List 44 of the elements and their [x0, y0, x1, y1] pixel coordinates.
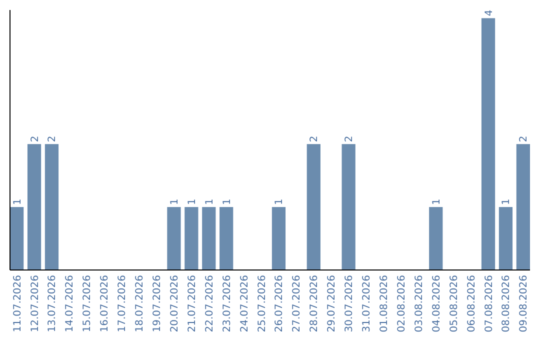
- x-tick-label: 24.07.2026: [239, 275, 250, 332]
- x-tick-label: 27.07.2026: [292, 275, 303, 332]
- x-tick-label: 16.07.2026: [100, 275, 111, 332]
- x-tick-label: 20.07.2026: [169, 275, 180, 332]
- data-label: 1: [274, 198, 286, 206]
- x-tick-label: 28.07.2026: [309, 275, 320, 332]
- x-tick-label: 22.07.2026: [204, 275, 216, 332]
- x-tick-label: 29.07.2026: [326, 275, 338, 332]
- x-tick-label: 21.07.2026: [186, 275, 198, 332]
- x-tick-label: 13.07.2026: [47, 275, 58, 332]
- x-tick-label: 25.07.2026: [256, 275, 268, 332]
- x-tick-label: 11.07.2026: [12, 275, 24, 332]
- x-tick-label: 14.07.2026: [64, 275, 76, 332]
- data-label: 1: [501, 198, 512, 206]
- data-label: 2: [47, 136, 58, 142]
- x-tick-label: 06.08.2026: [466, 275, 478, 332]
- x-tick-label: 30.07.2026: [344, 275, 356, 332]
- data-label: 2: [309, 136, 320, 142]
- x-tick-label: 02.08.2026: [396, 275, 408, 332]
- data-label: 1: [222, 198, 233, 206]
- data-label: 1: [186, 198, 198, 206]
- x-tick-label: 31.07.2026: [362, 275, 373, 332]
- x-tick-label: 09.08.2026: [518, 275, 530, 332]
- x-tick-label: 19.07.2026: [152, 275, 163, 332]
- x-tick-label: 07.08.2026: [484, 275, 495, 332]
- x-tick-label: 03.08.2026: [414, 275, 425, 332]
- x-tick-label: 01.08.2026: [379, 275, 390, 332]
- x-tick-label: 15.07.2026: [82, 275, 94, 332]
- data-label: 2: [518, 136, 530, 142]
- data-label: 1: [431, 198, 442, 206]
- x-tick-label: 18.07.2026: [134, 275, 146, 332]
- x-tick-label: 26.07.2026: [274, 275, 286, 332]
- data-label: 1: [169, 198, 180, 206]
- data-label: 1: [204, 198, 216, 206]
- x-tick-label: 12.07.2026: [30, 275, 41, 332]
- x-tick-label: 17.07.2026: [117, 275, 128, 332]
- data-label: 2: [30, 136, 41, 142]
- x-tick-label: 23.07.2026: [222, 275, 233, 332]
- x-tick-label: 08.08.2026: [501, 275, 512, 332]
- data-label: 2: [344, 136, 356, 142]
- x-tick-label: 04.08.2026: [431, 275, 442, 332]
- data-label: 1: [12, 198, 24, 206]
- data-label: 4: [484, 10, 495, 16]
- x-tick-label: 05.08.2026: [448, 275, 460, 332]
